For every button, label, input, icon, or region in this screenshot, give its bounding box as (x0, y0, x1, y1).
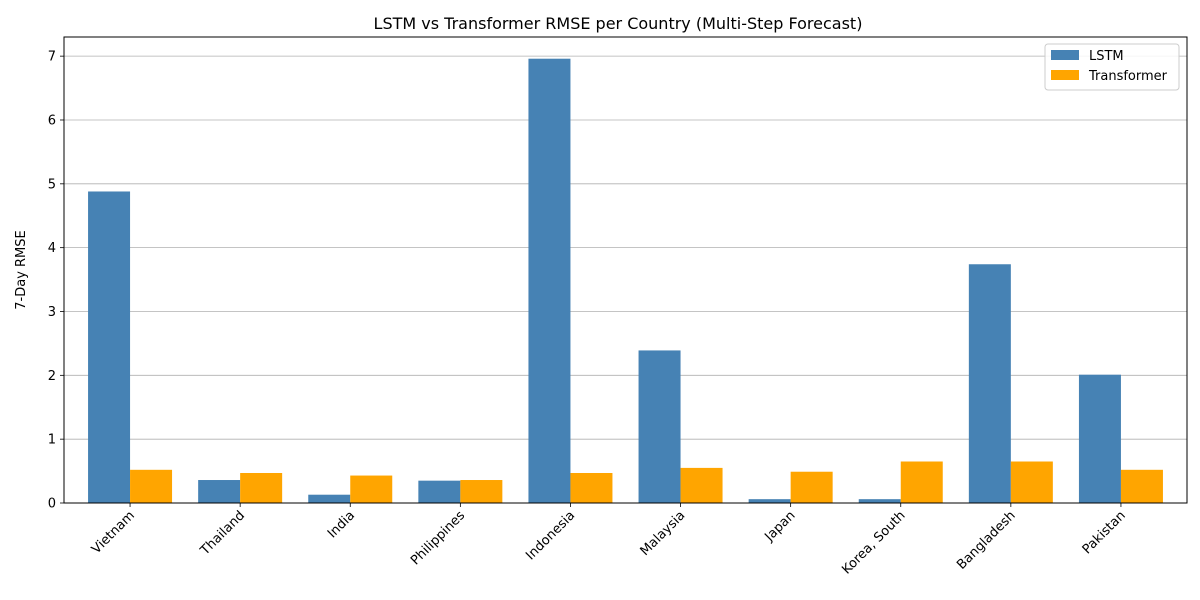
bar-lstm-vietnam (88, 191, 131, 504)
legend: LSTM Transformer (1044, 43, 1180, 91)
plot-frame (63, 36, 1188, 504)
bar-transformer-india (350, 475, 393, 503)
bar-transformer-pakistan (1120, 469, 1163, 503)
x-tick-label: Malaysia (638, 508, 689, 559)
y-tick-label: 6 (48, 113, 56, 128)
bar-transformer-malaysia (680, 467, 723, 503)
y-axis-label: 7-Day RMSE (14, 230, 29, 309)
legend-swatch-transformer (1051, 70, 1079, 80)
bar-lstm-bangladesh (968, 264, 1011, 503)
bar-transformer-thailand (240, 472, 283, 503)
y-tick-label: 2 (48, 369, 56, 384)
y-tick-label: 4 (48, 241, 56, 256)
bar-lstm-india (308, 494, 351, 503)
y-tick-label: 3 (48, 305, 56, 320)
x-tick-label: Korea, South (839, 508, 908, 577)
y-tick-label: 1 (48, 433, 56, 448)
x-tick-label: Japan (762, 508, 799, 545)
x-tick-label: Philippines (408, 508, 468, 568)
bar-transformer-indonesia (570, 472, 613, 503)
bar-lstm-philippines (418, 480, 461, 503)
bar-transformer-korea-south (900, 461, 943, 503)
bar-lstm-pakistan (1078, 374, 1121, 503)
bar-lstm-thailand (198, 480, 241, 503)
legend-swatch-lstm (1051, 50, 1079, 60)
legend-label-lstm: LSTM (1089, 49, 1124, 64)
x-tick-label: India (325, 508, 358, 541)
y-tick-label: 0 (48, 497, 56, 512)
y-tick-label: 5 (48, 177, 56, 192)
bars (88, 58, 1163, 504)
x-tick-label: Bangladesh (954, 508, 1019, 573)
bar-lstm-korea-south (858, 499, 901, 503)
grid-lines (64, 55, 1187, 504)
bar-lstm-malaysia (638, 350, 681, 503)
x-tick-label: Indonesia (523, 508, 578, 563)
bar-transformer-japan (790, 471, 833, 503)
x-tick-label: Thailand (197, 508, 248, 559)
x-tick-label: Vietnam (89, 508, 138, 557)
bar-lstm-japan (748, 499, 791, 503)
chart-title: LSTM vs Transformer RMSE per Country (Mu… (374, 14, 863, 33)
bar-transformer-bangladesh (1010, 461, 1053, 503)
bar-transformer-vietnam (130, 469, 173, 503)
legend-label-transformer: Transformer (1088, 69, 1168, 84)
bar-lstm-indonesia (528, 58, 571, 504)
y-tick-label: 7 (48, 50, 56, 65)
x-tick-label: Pakistan (1080, 508, 1129, 557)
bar-transformer-philippines (460, 480, 503, 503)
